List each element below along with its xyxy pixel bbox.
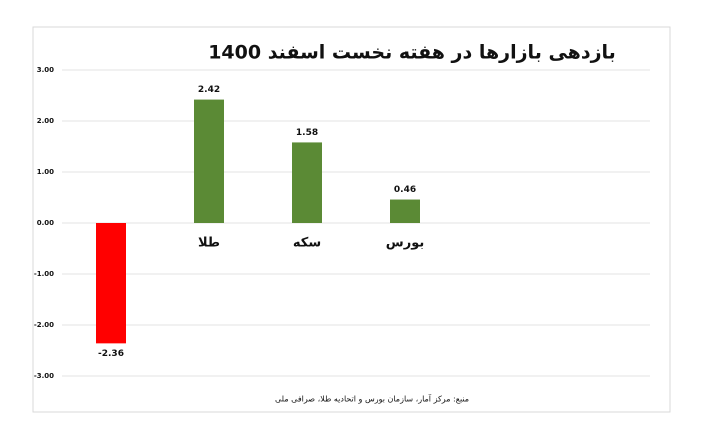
y-tick-label: 2.00 — [37, 117, 54, 125]
bar — [390, 199, 420, 223]
x-tick-label: طلا — [198, 236, 220, 251]
y-tick-label: -2.00 — [34, 321, 54, 329]
bar — [96, 223, 126, 344]
value-label: 1.58 — [296, 128, 318, 138]
y-tick-label: 1.00 — [37, 168, 54, 176]
y-tick-label: -3.00 — [34, 372, 54, 380]
source-note: منبع: مرکز آمار، سازمان بورس و اتحادیه ط… — [275, 394, 469, 404]
value-label: -2.36 — [98, 349, 124, 359]
bar — [194, 99, 224, 223]
bar — [292, 142, 322, 223]
y-tick-label: -1.00 — [34, 270, 54, 278]
x-tick-label: سکه — [293, 236, 321, 251]
value-label: 2.42 — [198, 85, 220, 95]
x-tick-label: بورس — [386, 236, 424, 251]
value-label: 0.46 — [394, 185, 416, 195]
chart-title: بازدهی بازارها در هفته نخست اسفند 1400 — [208, 42, 616, 64]
y-tick-label: 0.00 — [37, 219, 54, 227]
y-tick-label: 3.00 — [37, 66, 54, 74]
chart-frame — [32, 26, 671, 413]
